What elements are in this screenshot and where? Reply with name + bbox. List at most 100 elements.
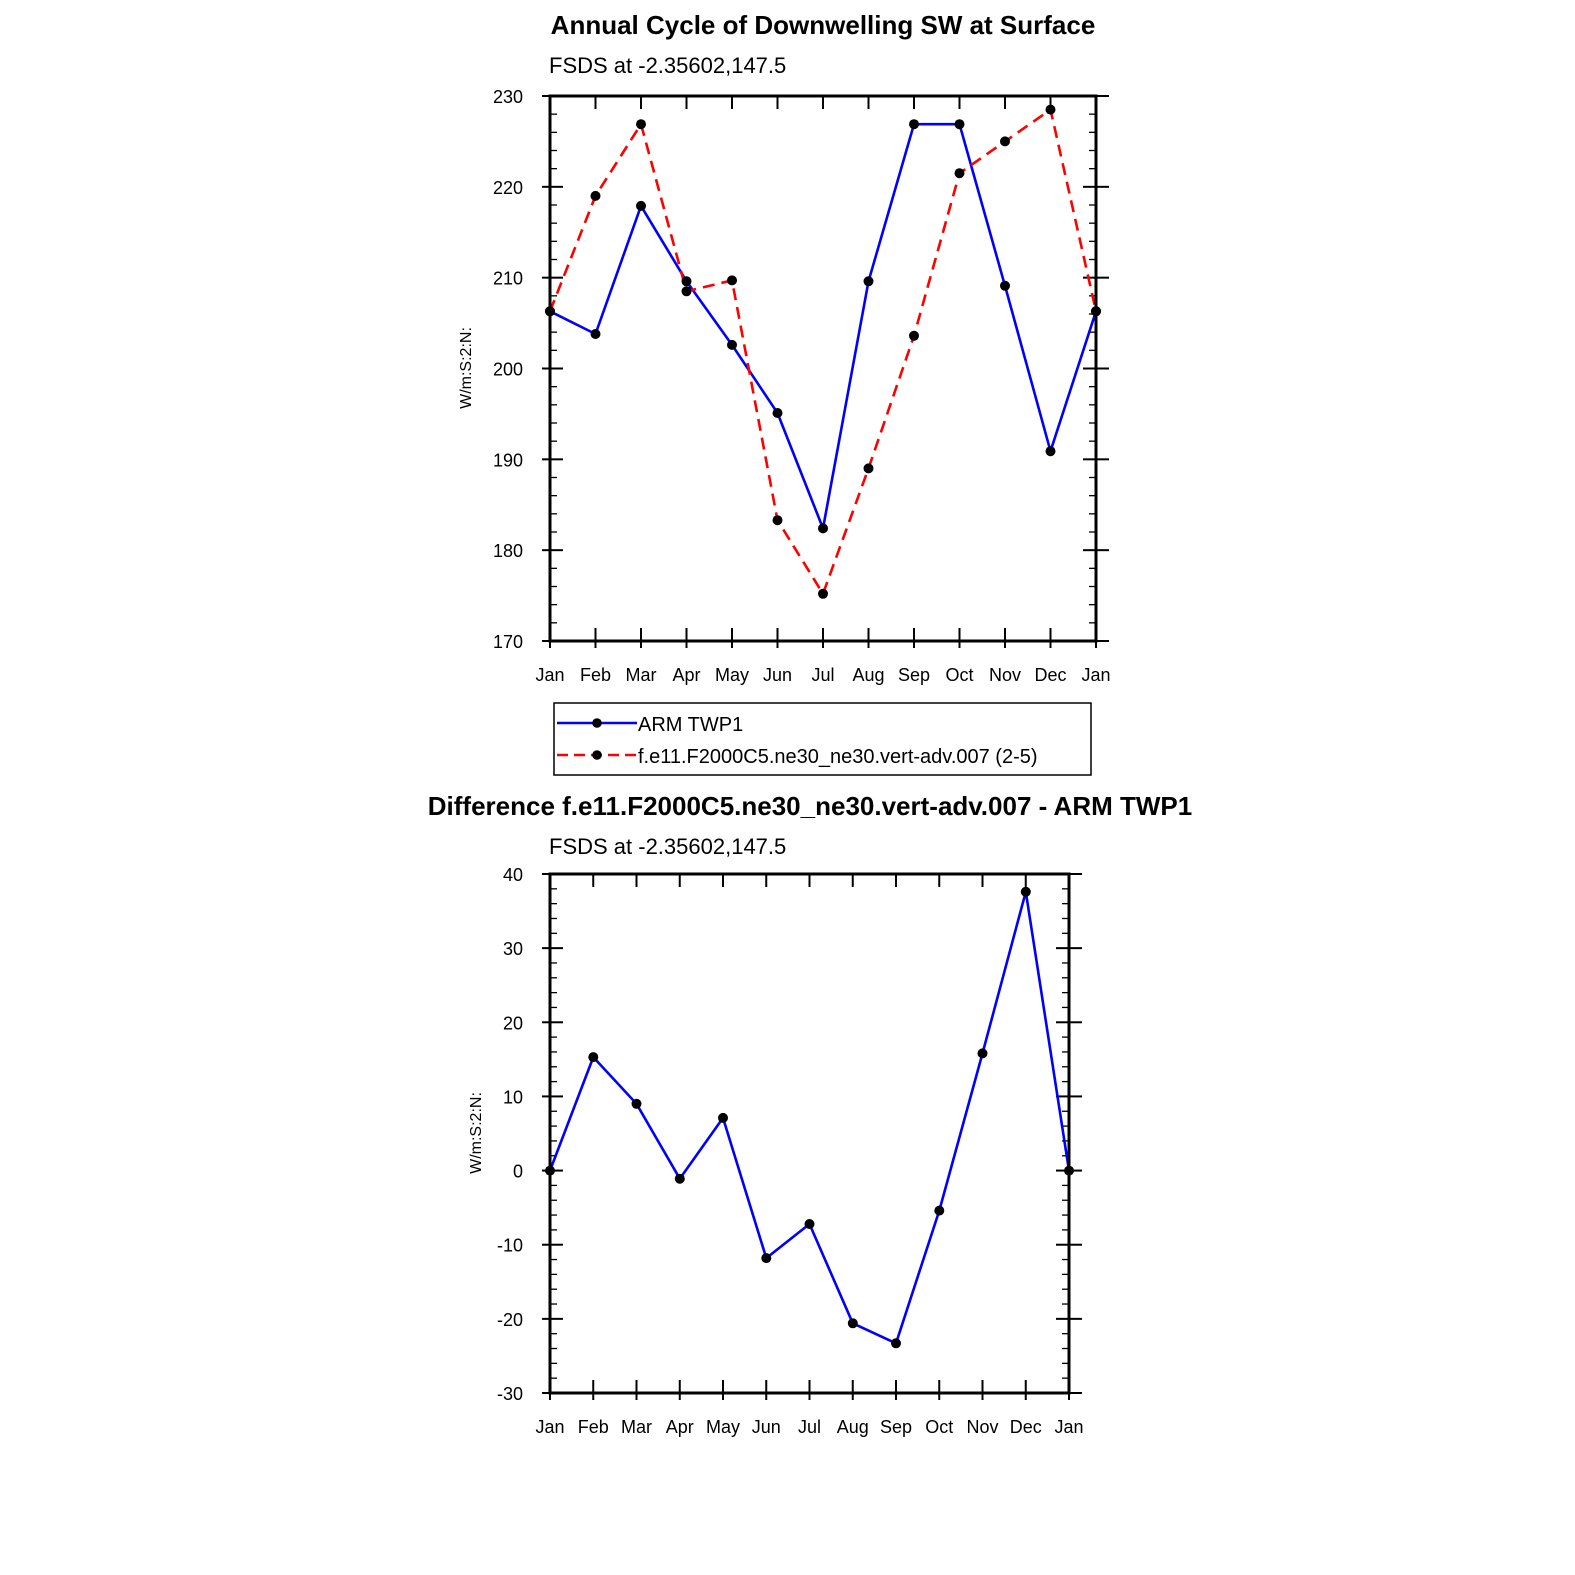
x-tick-label: Jul: [798, 1417, 821, 1437]
x-tick-label: May: [715, 665, 749, 685]
y-tick-label: -20: [497, 1310, 523, 1330]
y-tick-labels: 40 30 20 10 0 -10 -20 -30: [497, 865, 523, 1404]
series-line: [549, 122, 1098, 530]
data-point: [636, 119, 646, 130]
legend: ARM TWP1 f.e11.F2000C5.ne30_ne30.vert-ad…: [553, 702, 1092, 776]
data-point: [636, 200, 646, 211]
data-point: [1045, 446, 1056, 457]
x-tick-label: Oct: [945, 665, 973, 685]
y-tick-label: 30: [503, 939, 523, 959]
data-point: [761, 1253, 772, 1264]
y-tick-label: 20: [503, 1013, 523, 1033]
legend-label: ARM TWP1: [638, 714, 743, 736]
x-tick-label: Apr: [666, 1417, 694, 1437]
y-tick-label: 170: [493, 632, 523, 652]
data-point: [909, 119, 919, 130]
data-point: [1020, 886, 1031, 897]
x-tick-label: Dec: [1010, 1417, 1042, 1437]
data-point: [718, 1112, 728, 1123]
y-tick-label: 10: [503, 1087, 523, 1107]
x-tick-label: Oct: [925, 1417, 953, 1437]
legend-swatch-marker: [592, 750, 602, 760]
y-tick-label: 180: [493, 541, 523, 561]
x-tick-label: Apr: [672, 665, 700, 685]
data-point: [863, 463, 874, 474]
x-tick-label: Nov: [966, 1417, 998, 1437]
legend-box: [553, 702, 1092, 776]
y-tick-label: 200: [493, 360, 523, 380]
x-tick-label: Jul: [811, 665, 834, 685]
y-tick-labels: 230 220 210 200 190 180 170: [493, 87, 523, 652]
y-tick-label: 40: [503, 865, 523, 885]
x-tick-label: May: [706, 1417, 740, 1437]
data-point: [818, 588, 828, 599]
data-point: [847, 1318, 858, 1329]
data-point: [954, 119, 965, 130]
plot-frame: [548, 94, 1098, 643]
data-point: [909, 330, 919, 341]
series-line: [548, 108, 1098, 596]
x-tick-label: Jan: [535, 665, 564, 685]
chart-subtitle: FSDS at -2.35602,147.5: [549, 53, 786, 78]
data-point: [818, 523, 828, 534]
x-tick-label: Aug: [837, 1417, 869, 1437]
data-point: [727, 275, 737, 286]
axis-ticks: [542, 873, 1082, 1400]
x-tick-label: Mar: [621, 1417, 652, 1437]
chart-title: Annual Cycle of Downwelling SW at Surfac…: [551, 10, 1096, 40]
data-point: [590, 190, 601, 201]
series-group: [545, 886, 1074, 1349]
data-point: [631, 1098, 642, 1109]
legend-entry-model: f.e11.F2000C5.ne30_ne30.vert-adv.007 (2-…: [557, 746, 1038, 768]
data-point: [934, 1205, 945, 1216]
legend-entry-arm: ARM TWP1: [557, 714, 743, 736]
legend-swatch-marker: [592, 718, 602, 728]
y-tick-label: -10: [497, 1236, 523, 1256]
data-point: [863, 276, 874, 287]
data-point: [588, 1052, 599, 1063]
y-tick-label: 220: [493, 178, 523, 198]
data-point: [681, 276, 692, 287]
y-axis-label: W/m:S:2:N:: [458, 327, 475, 409]
x-tick-label: Jan: [535, 1417, 564, 1437]
legend-label: f.e11.F2000C5.ne30_ne30.vert-adv.007 (2-…: [638, 746, 1038, 768]
y-axis-label: W/m:S:2:N:: [468, 1092, 485, 1174]
data-point: [727, 339, 737, 350]
x-tick-label: Jan: [1054, 1417, 1083, 1437]
axis-ticks: [542, 95, 1109, 648]
x-tick-label: Aug: [852, 665, 884, 685]
x-tick-label: Jun: [752, 1417, 781, 1437]
data-point: [590, 329, 601, 339]
x-tick-labels: Jan Feb Mar Apr May Jun Jul Aug Sep Oct Nov Dec Jan: [535, 665, 1110, 685]
data-point: [891, 1338, 901, 1349]
x-tick-label: Nov: [989, 665, 1021, 685]
series-line: [548, 890, 1071, 1345]
difference-chart: Difference f.e11.F2000C5.ne30_ne30.vert-…: [428, 791, 1192, 1437]
plot-frame: [548, 872, 1071, 1395]
x-tick-label: Feb: [578, 1417, 609, 1437]
chart-title: Difference f.e11.F2000C5.ne30_ne30.vert-…: [428, 791, 1192, 821]
y-tick-label: 0: [513, 1162, 523, 1182]
x-tick-label: Sep: [898, 665, 930, 685]
y-tick-label: 190: [493, 450, 523, 470]
data-point: [954, 168, 965, 179]
data-point: [1045, 104, 1056, 115]
x-tick-label: Jun: [763, 665, 792, 685]
x-tick-label: Feb: [580, 665, 611, 685]
x-tick-label: Dec: [1034, 665, 1066, 685]
data-point: [681, 286, 692, 297]
x-tick-labels: Jan Feb Mar Apr May Jun Jul Aug Sep Oct Nov Dec Jan: [535, 1417, 1083, 1437]
series-group: [545, 104, 1101, 599]
data-point: [804, 1219, 815, 1229]
x-tick-label: Sep: [880, 1417, 912, 1437]
y-tick-label: -30: [497, 1384, 523, 1404]
y-tick-label: 210: [493, 269, 523, 289]
chart-subtitle: FSDS at -2.35602,147.5: [549, 834, 786, 859]
data-point: [1000, 136, 1010, 147]
data-point: [772, 515, 783, 526]
data-point: [977, 1048, 988, 1059]
data-point: [674, 1173, 685, 1184]
x-tick-label: Jan: [1081, 665, 1110, 685]
data-point: [772, 408, 783, 418]
